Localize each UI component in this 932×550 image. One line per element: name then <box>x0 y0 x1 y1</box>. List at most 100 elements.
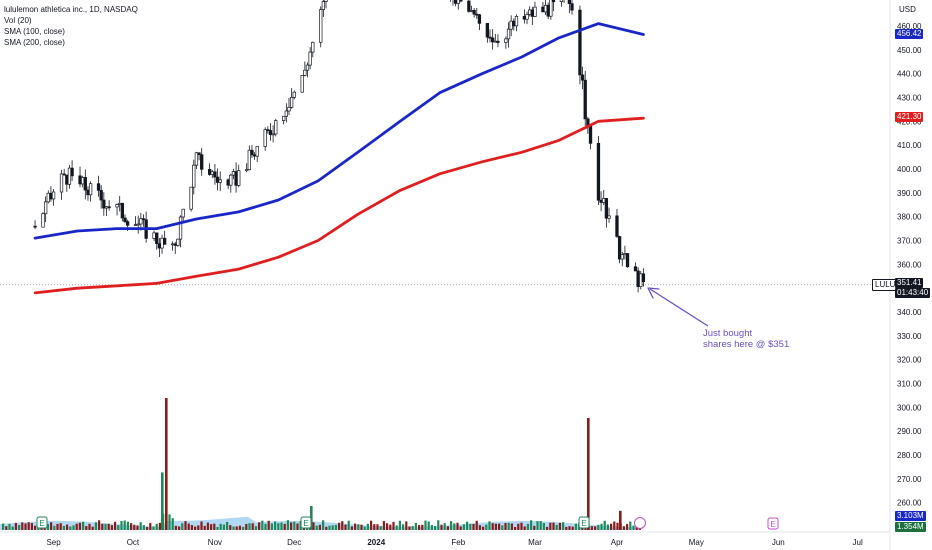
volume-bar <box>418 525 421 530</box>
volume-bar <box>219 523 222 530</box>
volume-bar <box>213 523 216 530</box>
volume-bar <box>274 521 277 530</box>
candle-body <box>43 201 48 215</box>
candle-body <box>200 154 204 170</box>
candle-body <box>528 9 532 15</box>
candle-body <box>469 10 474 12</box>
volume-bar <box>475 520 478 530</box>
volume-tag: 3.103M <box>895 511 926 521</box>
candle-body <box>96 183 101 191</box>
volume-bar <box>350 526 353 530</box>
candle-body <box>163 237 167 245</box>
candle-body <box>67 167 72 185</box>
volume-bar <box>590 526 593 530</box>
candle-body <box>125 221 130 226</box>
volume-bar <box>261 520 264 530</box>
volume-bar <box>82 521 85 530</box>
volume-bar <box>318 524 321 530</box>
volume-bar <box>629 521 632 530</box>
volume-spike-bar <box>587 418 590 530</box>
candle-body <box>102 199 106 209</box>
candle-body <box>245 169 249 172</box>
volume-bar <box>181 523 184 530</box>
candle-body <box>226 179 230 186</box>
volume-bar <box>443 523 446 530</box>
volume-bar <box>530 520 533 530</box>
candle-body <box>194 152 199 166</box>
candle-body <box>78 175 82 185</box>
volume-bar <box>536 521 539 530</box>
volume-bar <box>485 524 488 530</box>
volume-bar <box>370 520 373 530</box>
x-tick-label: 2024 <box>367 538 385 547</box>
sma200-price-tag: 421.30 <box>895 112 924 122</box>
candle-body <box>496 40 500 43</box>
volume-bar <box>405 521 408 530</box>
volume-bar <box>482 526 485 530</box>
candle-body <box>274 120 278 135</box>
volume-bar <box>104 523 107 530</box>
volume-bar <box>395 525 398 530</box>
sma100-price-tag: 456.42 <box>895 29 924 39</box>
y-tick-label: 440.00 <box>897 70 922 79</box>
candle-body <box>311 41 315 53</box>
candle-body <box>324 0 328 2</box>
candle-body <box>250 149 254 156</box>
volume-bar <box>62 525 65 530</box>
volume-bar <box>523 526 526 530</box>
legend-sma100: SMA (100, close) <box>4 27 65 36</box>
volume-bar <box>450 521 453 530</box>
annotation-text: Just bought shares here @ $351 <box>703 328 789 350</box>
candle-body <box>86 189 90 196</box>
volume-bar <box>478 525 481 530</box>
candle-body <box>533 6 537 17</box>
candle-body <box>305 64 310 71</box>
volume-bar <box>254 526 257 530</box>
candle-body <box>81 177 85 185</box>
volume-bar <box>66 524 69 530</box>
y-tick-label: 300.00 <box>897 403 922 412</box>
candle-body <box>588 125 593 144</box>
volume-bar <box>414 522 417 530</box>
volume-bar <box>187 523 190 530</box>
candle-body <box>181 208 185 218</box>
volume-bar <box>235 526 238 530</box>
volume-bar <box>626 524 629 530</box>
volume-bar <box>91 526 94 530</box>
volume-bar <box>18 525 21 530</box>
y-tick-label: 320.00 <box>897 356 922 365</box>
volume-bar <box>280 522 283 530</box>
candle-body <box>599 199 603 203</box>
candle-body <box>546 4 550 17</box>
candle-body <box>123 217 127 222</box>
volume-bar <box>206 522 209 530</box>
candle-body <box>583 79 587 120</box>
volume-bar <box>267 520 270 530</box>
volume-bar <box>562 522 565 530</box>
volume-bar <box>376 524 379 530</box>
volume-bar <box>434 526 437 530</box>
candle-body <box>139 218 143 225</box>
candle-body <box>120 202 125 219</box>
volume-bar <box>542 523 545 530</box>
candle-body <box>639 273 643 287</box>
earnings-marker-future <box>767 517 779 530</box>
x-tick-label: Feb <box>451 538 465 547</box>
y-tick-label: 430.00 <box>897 93 922 102</box>
candle-body <box>607 215 611 219</box>
candle-body <box>633 266 638 272</box>
volume-bar <box>229 525 232 530</box>
y-tick-label: 280.00 <box>897 451 922 460</box>
volume-bar <box>46 524 49 530</box>
volume-bar <box>120 520 123 530</box>
y-tick-label: 260.00 <box>897 499 922 508</box>
candle-body <box>504 38 508 43</box>
candle-body <box>570 3 574 11</box>
volume-bar <box>155 523 158 530</box>
volume-bar <box>510 523 513 530</box>
volume-bar <box>632 525 635 530</box>
volume-bar <box>472 523 475 530</box>
candle-body <box>173 243 177 246</box>
candle-body <box>602 198 606 203</box>
